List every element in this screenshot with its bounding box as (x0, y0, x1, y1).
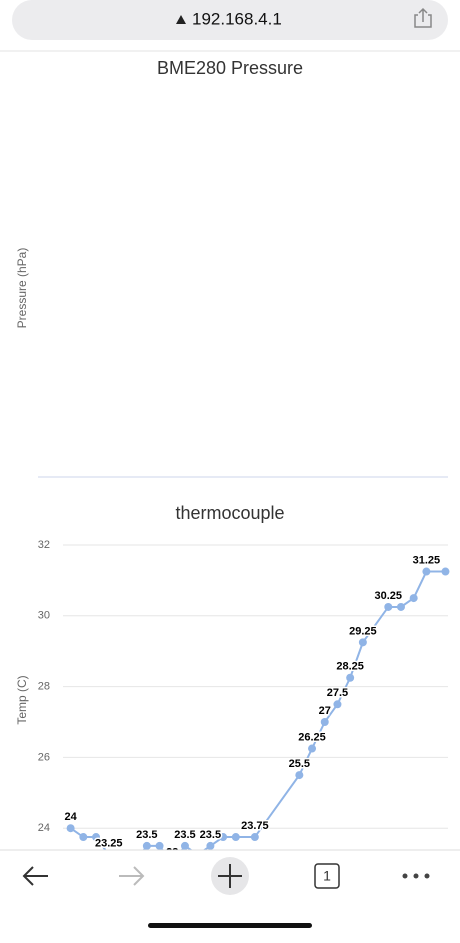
point (308, 744, 317, 753)
data-label: 23.25 (95, 838, 123, 850)
point (295, 771, 304, 780)
point (219, 833, 228, 842)
point (422, 567, 431, 576)
plus-icon (218, 864, 242, 888)
thermocouple-chart: thermocouple Temp (C) 24 26 28 30 32 24 23.25 2… (15, 503, 450, 868)
menu-button[interactable] (402, 873, 430, 879)
url-text: 192.168.4.1 (192, 9, 282, 28)
home-indicator (148, 923, 312, 928)
y-axis-label: Pressure (hPa) (15, 248, 29, 329)
point (333, 700, 342, 709)
point (155, 841, 164, 850)
data-label: 27.5 (327, 687, 348, 699)
y-tick-label: 26 (38, 751, 50, 763)
point (92, 833, 101, 842)
y-tick-label: 32 (38, 539, 50, 551)
address-bar: 192.168.4.1 (12, 0, 448, 40)
point (66, 824, 75, 833)
data-label: 30.25 (375, 590, 403, 602)
y-tick-label: 24 (38, 822, 50, 834)
data-label: 26.25 (298, 731, 326, 743)
point (320, 718, 329, 726)
tab-count: 1 (323, 868, 331, 884)
y-tick-label: 30 (38, 610, 50, 622)
tabs-button[interactable] (314, 863, 340, 889)
toolbar: 1 (0, 849, 460, 938)
point (384, 602, 393, 611)
point (142, 841, 151, 850)
data-label: 24 (64, 811, 77, 823)
point (231, 833, 240, 842)
data-label: 23.5 (136, 829, 157, 841)
data-label: 23.5 (174, 829, 195, 841)
point (206, 841, 215, 850)
point (396, 602, 405, 611)
point (250, 833, 259, 842)
chart-title: BME280 Pressure (157, 58, 303, 78)
point (441, 567, 450, 576)
data-label: 25.5 (289, 758, 310, 770)
forward-button[interactable] (119, 866, 145, 886)
y-tick-label: 28 (38, 681, 50, 693)
data-label: 23.75 (241, 820, 269, 832)
url-field[interactable] (12, 0, 448, 40)
point (358, 638, 367, 647)
back-button[interactable] (22, 866, 48, 886)
data-label: 31.25 (413, 554, 441, 566)
point (180, 841, 189, 850)
data-label: 27 (319, 705, 331, 717)
warning-icon (176, 15, 186, 24)
point (409, 594, 418, 603)
point (346, 673, 355, 682)
data-label: 28.25 (336, 661, 364, 673)
chart-title: thermocouple (175, 503, 284, 523)
y-axis-label: Temp (C) (15, 675, 29, 724)
data-label: 29.25 (349, 625, 377, 637)
pressure-chart: BME280 Pressure Pressure (hPa) (15, 58, 448, 478)
data-label: 23.5 (200, 829, 221, 841)
point (79, 833, 88, 842)
share-button[interactable] (414, 7, 432, 28)
